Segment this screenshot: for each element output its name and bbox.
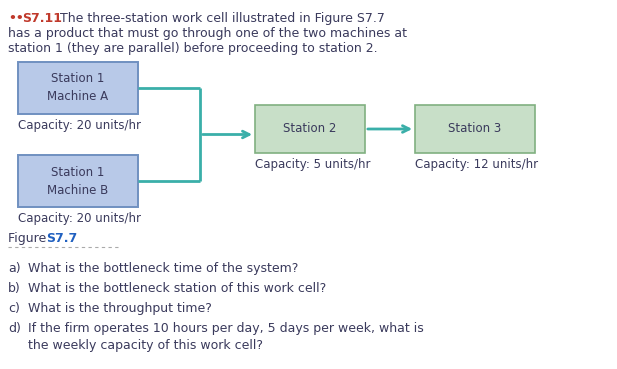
Text: d): d) (8, 322, 21, 335)
Text: station 1 (they are parallel) before proceeding to station 2.: station 1 (they are parallel) before pro… (8, 42, 378, 55)
Text: has a product that must go through one of the two machines at: has a product that must go through one o… (8, 27, 407, 40)
Text: Capacity: 20 units/hr: Capacity: 20 units/hr (18, 119, 141, 132)
FancyBboxPatch shape (255, 105, 365, 153)
Text: What is the throughput time?: What is the throughput time? (28, 302, 212, 315)
Text: Station 2: Station 2 (283, 123, 337, 135)
Text: S7.11: S7.11 (22, 12, 62, 25)
FancyBboxPatch shape (415, 105, 535, 153)
Text: What is the bottleneck station of this work cell?: What is the bottleneck station of this w… (28, 282, 326, 295)
Text: Figure: Figure (8, 232, 50, 245)
Text: Station 1
Machine B: Station 1 Machine B (48, 166, 109, 197)
Text: c): c) (8, 302, 20, 315)
FancyBboxPatch shape (18, 155, 138, 207)
Text: ••: •• (8, 12, 23, 25)
Text: b): b) (8, 282, 21, 295)
Text: What is the bottleneck time of the system?: What is the bottleneck time of the syste… (28, 262, 299, 275)
Text: The three-station work cell illustrated in Figure S7.7: The three-station work cell illustrated … (60, 12, 385, 25)
Text: Capacity: 12 units/hr: Capacity: 12 units/hr (415, 158, 538, 171)
Text: the weekly capacity of this work cell?: the weekly capacity of this work cell? (28, 339, 263, 352)
Text: Station 1
Machine A: Station 1 Machine A (48, 72, 109, 103)
Text: S7.7: S7.7 (46, 232, 77, 245)
FancyBboxPatch shape (18, 62, 138, 114)
Text: Capacity: 20 units/hr: Capacity: 20 units/hr (18, 212, 141, 225)
Text: If the firm operates 10 hours per day, 5 days per week, what is: If the firm operates 10 hours per day, 5… (28, 322, 424, 335)
Text: Station 3: Station 3 (449, 123, 502, 135)
Text: Capacity: 5 units/hr: Capacity: 5 units/hr (255, 158, 370, 171)
Text: a): a) (8, 262, 20, 275)
